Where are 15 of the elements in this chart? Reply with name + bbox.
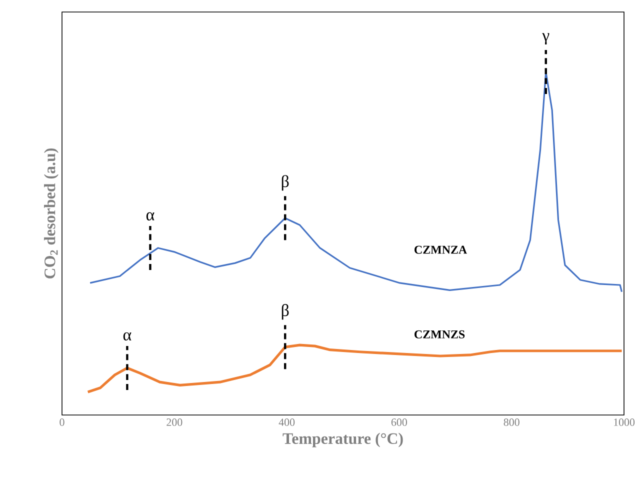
x-tick-label: 1000 bbox=[614, 418, 635, 426]
annotation: β bbox=[282, 304, 289, 320]
x-tick-label: 800 bbox=[504, 418, 520, 426]
annotation: β bbox=[282, 175, 289, 191]
annotation: γ bbox=[542, 33, 550, 44]
series-label: CZMNZS bbox=[414, 330, 465, 338]
annotation: α bbox=[123, 332, 132, 340]
annotation: α bbox=[146, 212, 154, 220]
x-tick-label: 600 bbox=[391, 418, 408, 426]
text: CZMNZA bbox=[414, 246, 468, 254]
x-tick-label: 200 bbox=[166, 418, 182, 426]
x-tick-label: 400 bbox=[278, 418, 295, 426]
x-axis-title: Temperature (°C) bbox=[282, 432, 403, 448]
y-axis-title: CO$_{2}$ desorbed (a.u) bbox=[44, 148, 58, 278]
x-tick-label: 0 bbox=[60, 418, 64, 426]
